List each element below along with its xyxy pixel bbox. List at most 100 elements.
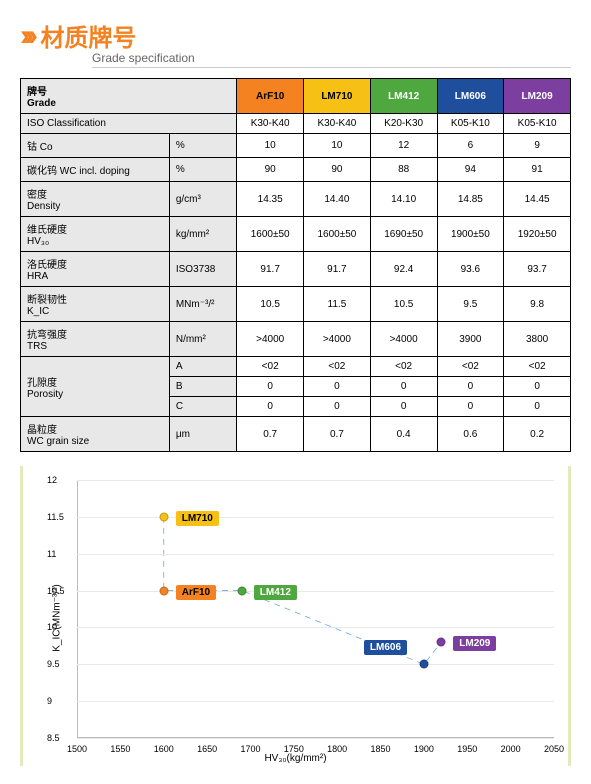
value-cell: 9.8 [504, 287, 571, 322]
row-label: 洛氏硬度 HRA [21, 252, 170, 287]
value-cell: 14.10 [370, 182, 437, 217]
value-cell: 0 [504, 397, 571, 417]
value-cell: 88 [370, 158, 437, 182]
value-cell: 92.4 [370, 252, 437, 287]
row-unit: % [169, 134, 236, 158]
row-label: 晶粒度 WC grain size [21, 417, 170, 452]
x-tick: 1500 [67, 744, 87, 754]
value-cell: 93.7 [504, 252, 571, 287]
value-cell: 10.5 [370, 287, 437, 322]
value-cell: 9 [504, 134, 571, 158]
point-lm710 [159, 512, 168, 521]
value-cell: 0 [304, 397, 371, 417]
gridline [77, 591, 554, 592]
x-tick: 2050 [544, 744, 564, 754]
value-cell: 0 [437, 377, 504, 397]
x-tick: 2000 [501, 744, 521, 754]
gridline [77, 738, 554, 739]
x-tick: 1600 [154, 744, 174, 754]
value-cell: 94 [437, 158, 504, 182]
x-tick: 1850 [371, 744, 391, 754]
row-label: 孔隙度 Porosity [21, 357, 170, 417]
value-cell: 10.5 [237, 287, 304, 322]
x-tick: 1550 [110, 744, 130, 754]
value-cell: 0.4 [370, 417, 437, 452]
page-header: ››› 材质牌号 Grade specification [20, 18, 571, 68]
chart-line [77, 480, 554, 738]
value-cell: 3900 [437, 322, 504, 357]
row-unit: % [169, 158, 236, 182]
value-cell: K05-K10 [437, 114, 504, 134]
title-cn: 材质牌号 [40, 25, 136, 52]
y-tick: 9.5 [47, 659, 60, 669]
row-unit: N/mm² [169, 322, 236, 357]
value-cell: 10 [304, 134, 371, 158]
value-cell: 0 [370, 377, 437, 397]
y-tick: 11 [47, 549, 56, 559]
row-unit: μm [169, 417, 236, 452]
value-cell: <02 [370, 357, 437, 377]
value-cell: 0 [370, 397, 437, 417]
value-cell: 1920±50 [504, 217, 571, 252]
value-cell: 91.7 [304, 252, 371, 287]
chevron-icon: ››› [20, 19, 32, 53]
value-cell: 1900±50 [437, 217, 504, 252]
tag-lm710: LM710 [176, 511, 219, 526]
value-cell: 0.6 [437, 417, 504, 452]
spec-table: 牌号 Grade ArF10LM710LM412LM606LM209 ISO C… [20, 78, 571, 452]
value-cell: 3800 [504, 322, 571, 357]
x-tick: 1650 [197, 744, 217, 754]
table-row: 晶粒度 WC grain sizeμm0.70.70.40.60.2 [21, 417, 571, 452]
plot-area: 8.599.51010.51111.5121500155016001650170… [77, 480, 554, 738]
value-cell: 0 [304, 377, 371, 397]
row-label: 抗弯强度 TRS [21, 322, 170, 357]
x-tick: 1800 [327, 744, 347, 754]
value-cell: 1600±50 [237, 217, 304, 252]
table-row: 碳化钨 WC incl. doping%9090889491 [21, 158, 571, 182]
point-lm209 [437, 638, 446, 647]
y-tick: 8.5 [47, 733, 60, 743]
value-cell: 14.85 [437, 182, 504, 217]
tag-lm606: LM606 [364, 640, 407, 655]
x-tick: 1750 [284, 744, 304, 754]
value-cell: K30-K40 [237, 114, 304, 134]
gridline [77, 701, 554, 702]
value-cell: <02 [237, 357, 304, 377]
value-cell: 14.45 [504, 182, 571, 217]
gridline [77, 664, 554, 665]
value-cell: 10 [237, 134, 304, 158]
row-label: 碳化钨 WC incl. doping [21, 158, 170, 182]
point-arf10 [159, 586, 168, 595]
grade-header-lm710: LM710 [304, 79, 371, 114]
row-label: 断裂韧性 K_IC [21, 287, 170, 322]
value-cell: 9.5 [437, 287, 504, 322]
value-cell: K05-K10 [504, 114, 571, 134]
value-cell: >4000 [237, 322, 304, 357]
row-unit: kg/mm² [169, 217, 236, 252]
row-unit: MNm⁻³/² [169, 287, 236, 322]
row-unit: A [169, 357, 236, 377]
value-cell: 0 [504, 377, 571, 397]
y-tick: 9 [47, 696, 52, 706]
value-cell: 14.35 [237, 182, 304, 217]
value-cell: 0.7 [304, 417, 371, 452]
table-row: 钴 Co%10101269 [21, 134, 571, 158]
x-tick: 1950 [457, 744, 477, 754]
table-row: 孔隙度 PorosityA<02<02<02<02<02 [21, 357, 571, 377]
row-label: ISO Classification [21, 114, 237, 134]
title-rule [92, 67, 571, 68]
value-cell: 0 [437, 397, 504, 417]
tag-lm412: LM412 [254, 585, 297, 600]
value-cell: <02 [304, 357, 371, 377]
grade-header-arf10: ArF10 [237, 79, 304, 114]
y-tick: 11.5 [47, 512, 64, 522]
value-cell: 91.7 [237, 252, 304, 287]
gridline [77, 554, 554, 555]
gridline [77, 517, 554, 518]
value-cell: K20-K30 [370, 114, 437, 134]
value-cell: 93.6 [437, 252, 504, 287]
row-unit: B [169, 377, 236, 397]
table-row: 抗弯强度 TRSN/mm²>4000>4000>400039003800 [21, 322, 571, 357]
table-row: 密度 Densityg/cm³14.3514.4014.1014.8514.45 [21, 182, 571, 217]
grade-header-lm412: LM412 [370, 79, 437, 114]
